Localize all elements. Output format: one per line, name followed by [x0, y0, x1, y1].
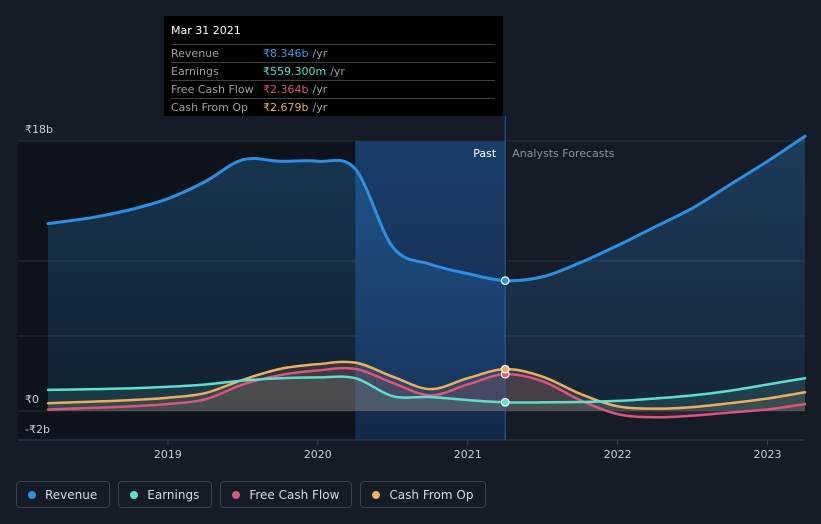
marker-dot-earnings — [500, 397, 510, 407]
hover-markers — [500, 276, 510, 407]
chart: Past Analysts Forecasts ₹18b ₹0 -₹2b 201… — [18, 116, 807, 461]
series-line-earnings — [46, 375, 807, 404]
tooltip-unit: /yr — [312, 47, 328, 60]
x-tick-label: 2021 — [454, 448, 482, 461]
tooltip-label: Free Cash Flow — [171, 83, 254, 96]
y-axis-label-zero: ₹0 — [25, 393, 39, 406]
tooltip-row-revenue: Revenue ₹8.346b /yr — [171, 44, 495, 62]
tooltip-value: ₹8.346b — [263, 47, 309, 60]
marker-dot-revenue — [500, 276, 510, 286]
legend-item-free-cash-flow[interactable]: Free Cash Flow — [220, 481, 353, 508]
x-axis: 2019 2020 2021 2022 2023 — [154, 440, 782, 461]
tooltip-unit: /yr — [312, 101, 328, 114]
series-line-cash-from-op — [46, 360, 807, 410]
legend-dot-icon — [28, 490, 36, 499]
x-tick-label: 2019 — [154, 448, 182, 461]
past-region-label: Past — [473, 147, 497, 160]
legend-item-cash-from-op[interactable]: Cash From Op — [360, 481, 487, 508]
legend-label: Revenue — [45, 487, 98, 502]
legend-label: Earnings — [147, 487, 200, 502]
x-tick-label: 2020 — [304, 448, 332, 461]
tooltip-label: Earnings — [171, 65, 219, 78]
series-line-free-cash-flow — [46, 366, 807, 419]
legend-dot-icon — [130, 490, 139, 499]
y-axis-label-top: ₹18b — [25, 123, 53, 136]
forecast-region-label: Analysts Forecasts — [512, 147, 615, 160]
legend-dot-icon — [232, 490, 241, 499]
series-line-revenue — [46, 134, 807, 283]
legend-dot-icon — [372, 490, 381, 499]
series-area-cash-from-op — [48, 361, 805, 411]
tooltip-row-free-cash-flow: Free Cash Flow ₹2.364b /yr — [171, 80, 495, 98]
tooltip-label: Cash From Op — [171, 101, 249, 114]
y-axis-label-negative: -₹2b — [25, 423, 50, 436]
tooltip-value: ₹559.300m — [263, 65, 327, 78]
tooltip-row-cash-from-op: Cash From Op ₹2.679b /yr — [171, 98, 495, 116]
series-area-free-cash-flow — [48, 368, 805, 418]
legend: Revenue Earnings Free Cash Flow Cash Fro… — [16, 481, 487, 508]
tooltip-label: Revenue — [171, 47, 219, 60]
tooltip-value: ₹2.679b — [263, 101, 309, 114]
legend-label: Free Cash Flow — [249, 487, 340, 502]
series-area-revenue — [48, 136, 805, 411]
tooltip-row-earnings: Earnings ₹559.300m /yr — [171, 62, 495, 80]
tooltip-value: ₹2.364b — [263, 83, 309, 96]
x-tick-label: 2023 — [754, 448, 782, 461]
x-tick-label: 2022 — [604, 448, 632, 461]
legend-label: Cash From Op — [389, 487, 474, 502]
legend-item-revenue[interactable]: Revenue — [16, 481, 111, 508]
tooltip: Mar 31 2021 Revenue ₹8.346b /yr Earnings… — [164, 16, 503, 116]
marker-dot-cash-from-op — [500, 364, 510, 374]
tooltip-unit: /yr — [330, 65, 345, 78]
tooltip-unit: /yr — [312, 83, 328, 96]
series-group — [46, 134, 807, 419]
tooltip-date: Mar 31 2021 — [171, 24, 241, 37]
legend-item-earnings[interactable]: Earnings — [118, 481, 213, 508]
